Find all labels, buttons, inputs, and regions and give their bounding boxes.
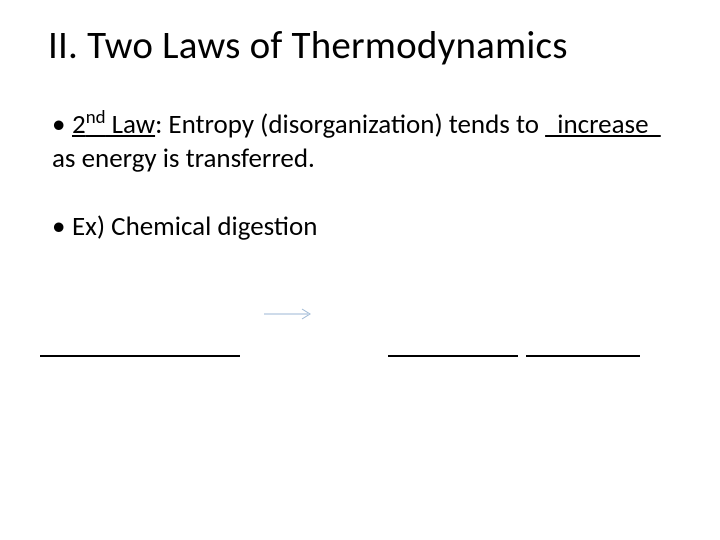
law-text: 2nd Law: Entropy (disorganization) tends… <box>52 108 661 175</box>
blank-left <box>40 355 240 357</box>
slide: II. Two Laws of Thermodynamics •2nd Law:… <box>0 0 720 540</box>
bullet-dot: • <box>52 108 72 142</box>
law-word: Law <box>106 108 156 141</box>
bullet-dot: • <box>52 210 72 244</box>
law-prefix: 2 <box>72 108 86 141</box>
bullet-example: •Ex) Chemical digestion <box>52 210 672 244</box>
after-increase: as energy is transferred. <box>52 142 315 175</box>
bullet-law: •2nd Law: Entropy (disorganization) tend… <box>52 108 672 176</box>
blanks-row <box>40 335 680 375</box>
increase-word: increase <box>545 108 661 141</box>
arrow-icon <box>262 304 318 324</box>
blank-right <box>526 355 640 357</box>
example-text: Ex) Chemical digestion <box>72 210 317 243</box>
law-super: nd <box>86 106 106 129</box>
law-label: 2nd Law <box>72 108 155 141</box>
blank-mid <box>388 355 518 357</box>
slide-title: II. Two Laws of Thermodynamics <box>48 22 568 69</box>
after-law: : Entropy (disorganization) tends to <box>155 108 545 141</box>
